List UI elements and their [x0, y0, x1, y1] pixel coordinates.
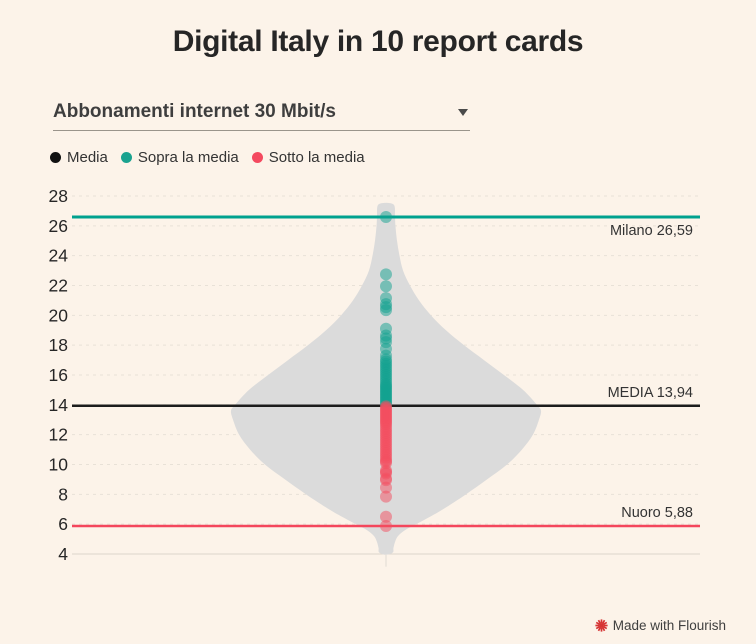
annotation-label: Nuoro 5,88: [621, 504, 693, 521]
data-point-dot[interactable]: [380, 280, 392, 293]
legend-label: Media: [67, 149, 108, 166]
annotation-label: Milano 26,59: [609, 223, 693, 240]
chevron-down-icon: [458, 108, 468, 116]
data-point-dot[interactable]: [380, 510, 392, 523]
legend-swatch-icon: [251, 152, 263, 163]
legend-item-sotto-la-media[interactable]: Sotto la media: [251, 149, 365, 166]
data-point-dot[interactable]: [380, 490, 392, 503]
dataset-dropdown[interactable]: Abbonamenti internet 30 Mbit/s: [53, 101, 470, 131]
y-tick-label: 28: [49, 186, 68, 206]
y-tick-label: 10: [49, 455, 69, 475]
y-tick-label: 6: [58, 514, 68, 534]
y-tick-label: 20: [49, 305, 69, 325]
data-point-dot[interactable]: [380, 211, 392, 224]
y-tick-label: 16: [49, 365, 68, 385]
y-tick-label: 18: [49, 335, 68, 355]
y-tick-label: 26: [49, 216, 68, 236]
y-tick-label: 22: [49, 276, 68, 296]
data-point-dot[interactable]: [380, 268, 392, 281]
credit-label: Made with Flourish: [612, 618, 726, 633]
legend-item-sopra-la-media[interactable]: Sopra la media: [120, 149, 239, 166]
data-point-dot[interactable]: [380, 304, 392, 317]
legend-item-media[interactable]: Media: [50, 149, 108, 166]
y-tick-label: 8: [58, 484, 68, 504]
page-title: Digital Italy in 10 report cards: [172, 25, 584, 59]
legend-swatch-icon: [50, 152, 61, 163]
y-tick-label: 24: [49, 246, 69, 266]
data-point-dot[interactable]: [380, 481, 392, 494]
annotation-label: MEDIA 13,94: [607, 384, 693, 401]
flourish-credit-link[interactable]: Made with Flourish: [595, 618, 726, 633]
y-tick-label: 12: [49, 425, 68, 445]
dataset-dropdown-value: Abbonamenti internet 30 Mbit/s: [53, 101, 336, 122]
legend-label: Sotto la media: [268, 149, 365, 166]
data-point-dot[interactable]: [380, 519, 392, 532]
y-tick-label: 14: [49, 395, 69, 415]
legend-label: Sopra la media: [137, 149, 239, 166]
y-tick-label: 4: [58, 544, 68, 564]
legend: Media Sopra la media Sotto la media: [50, 149, 365, 166]
flourish-logo-icon: [595, 619, 608, 632]
legend-swatch-icon: [120, 152, 132, 163]
